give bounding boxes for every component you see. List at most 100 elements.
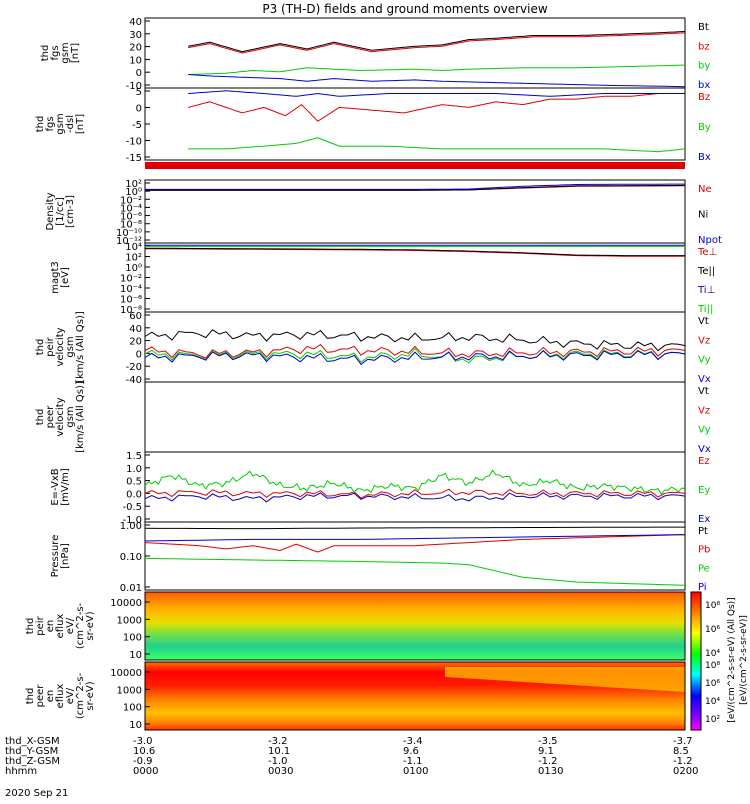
colorbar-tick: 10⁸ — [705, 661, 720, 671]
ytick-label: 10² — [125, 253, 142, 264]
colorbar-label: [eV/(cm^2-s-sr-eV) (All Qs)] [eV/(cm^2-s-… — [727, 597, 749, 722]
series-label: Te⊥ — [697, 247, 717, 258]
footer-value: 10.6 — [133, 746, 155, 757]
series-line-by — [188, 64, 686, 75]
series-label: Ti⊥ — [697, 285, 715, 296]
ylabel-line: [1/cc] — [55, 197, 66, 226]
ytick-label: 10⁻² — [120, 195, 142, 206]
series-line-bz — [188, 32, 686, 54]
series-label: Bt — [698, 22, 709, 33]
series-line-Bz — [188, 93, 685, 122]
ytick-label: -10 — [126, 137, 142, 148]
series-label: By — [698, 122, 711, 133]
series-label: Ex — [698, 514, 710, 525]
panel-frame — [144, 661, 686, 731]
series-label: Ni — [698, 210, 708, 221]
ytick-label: 1000 — [117, 615, 142, 626]
ylabel-line: E=-VxB — [50, 468, 61, 505]
ylabel-line: [nT] — [75, 114, 86, 134]
colorbar-tick: 10² — [705, 715, 720, 725]
ylabel-line: [nPa] — [60, 543, 71, 569]
panel-fgs_gsm_dsl: thd fgs gsm -dsl [nT] 5 0 -5 -10 -15 Bz By Bx — [35, 87, 711, 164]
ylabel-line: thd — [35, 116, 46, 133]
footer-row-label: thd_Y-GSM — [5, 746, 58, 757]
series-label: Pb — [698, 545, 710, 556]
series-line-Vt — [144, 329, 686, 352]
series-line-Bt — [188, 31, 686, 53]
ylabel-temp: magt3 [eV] — [50, 261, 71, 294]
footer-row-label: thd_X-GSM — [5, 736, 60, 747]
ylabel-line: sr-eV) — [85, 611, 96, 640]
series-line-Te⊥ — [144, 248, 685, 257]
ylabel-density: Density [1/cc] [cm-3] — [45, 192, 76, 230]
footer-value: 8.5 — [673, 746, 689, 757]
ytick-label: 40 — [129, 324, 142, 335]
footer-value: -1.2 — [538, 756, 558, 767]
ytick-label: 0.10 — [120, 552, 142, 563]
series-label: Pi — [698, 582, 707, 593]
heatmap-region — [445, 667, 685, 692]
footer-value: 9.6 — [403, 746, 419, 757]
series-line-Te|| — [144, 247, 685, 257]
series-line-Npot — [145, 183, 685, 190]
series-line-Pe — [144, 557, 686, 586]
ytick-label: 0.01 — [120, 583, 142, 594]
footer-value: 9.1 — [538, 746, 554, 757]
ytick-label: 60 — [129, 311, 142, 322]
series-label: Vx — [698, 444, 711, 455]
ylabel-line: thd — [40, 45, 51, 62]
colorbar-label-text: [eV/(cm^2-s-sr-eV) (All Qs)] — [727, 597, 737, 722]
series-label: Vx — [698, 374, 711, 385]
ylabel-line: peir — [45, 336, 56, 356]
ylabel-line: peer — [35, 684, 46, 708]
footer-value: -3.5 — [538, 736, 558, 747]
panel-frame — [144, 521, 686, 591]
ytick-label: 0.0 — [126, 489, 142, 500]
ylabel-efield: E=-VxB [mV/m] — [50, 468, 71, 506]
ytick-label: 10⁻⁴ — [120, 203, 142, 214]
ylabel-line: thd — [25, 688, 36, 705]
series-label: Pe — [698, 563, 710, 574]
panel-peer_velocity: thd peer velocity gsm [km/s (All Qs)] Vt Vz Vy V… — [35, 381, 711, 455]
ylabel-line: en — [45, 690, 56, 703]
ylabel-fgs_gsm_dsl: thd fgs gsm -dsl [nT] — [35, 113, 86, 134]
series-line-Vz — [144, 343, 686, 359]
footer-value: 10.1 — [268, 746, 290, 757]
ylabel-line: peer — [45, 405, 56, 429]
series-line-Vy — [144, 347, 686, 364]
ytick-label: 10 — [129, 720, 142, 731]
ytick-label: 10⁻⁴ — [120, 284, 142, 295]
ylabel-line: eflux — [55, 614, 66, 639]
ytick-label: 1.5 — [126, 451, 142, 462]
panel-peir_en_eflux: thd peir en eflux eV/(cm^2-s-sr-eV) 10000 1000… — [25, 591, 686, 661]
series-line-Pi — [144, 534, 686, 542]
ylabel-line: gsm — [55, 113, 66, 134]
footer-row-label: hhmm — [5, 766, 37, 777]
panel-frame — [144, 451, 686, 523]
ytick-label: -15 — [126, 153, 142, 164]
colorbar-tick: 10⁶ — [705, 679, 720, 689]
panel-efield: E=-VxB [mV/m] 1.5 1.0 0.50.0 -0.5 -1.0 Ez Ey Ex — [50, 451, 710, 526]
footer-value: 0130 — [538, 766, 563, 777]
series-label: bz — [698, 41, 710, 52]
ylabel-line: Density — [45, 192, 56, 230]
ylabel-line: fgs — [50, 45, 61, 60]
panel-frame — [144, 381, 686, 453]
ytick-label: 30 — [129, 30, 142, 41]
series-label: Vy — [698, 355, 711, 366]
ylabel-peer_en_eflux: thd peer en eflux eV/(cm^2-s-sr-eV) — [25, 672, 96, 719]
series-line-By — [188, 137, 686, 153]
ylabel-peir_velocity: thd peir velocity gsm [km/s (All Qs)] — [35, 311, 86, 383]
series-label: Pt — [698, 526, 708, 537]
series-label: Vt — [698, 386, 709, 397]
footer-value: 0200 — [673, 766, 698, 777]
series-line-Ni — [145, 184, 686, 191]
ylabel-line: eflux — [55, 684, 66, 709]
series-label: Ne — [698, 184, 712, 195]
ytick-label: 10² — [125, 179, 142, 190]
ylabel-line: magt3 — [50, 261, 61, 294]
series-label: Ti|| — [697, 304, 713, 315]
ytick-label: 0 — [136, 349, 142, 360]
